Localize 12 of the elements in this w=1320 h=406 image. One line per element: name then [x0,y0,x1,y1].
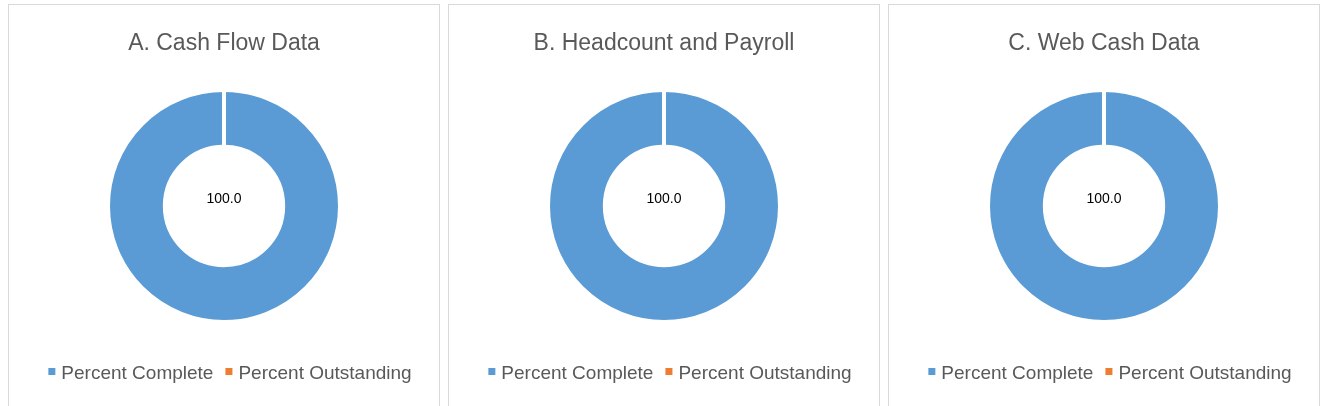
data-label: 100.0 [1086,190,1122,206]
legend-label: Percent Outstanding [1118,362,1292,383]
legend-label: Percent Outstanding [678,362,852,383]
legend-label: Percent Complete [501,362,654,383]
legend-label: Percent Complete [61,362,214,383]
chart-title: C. Web Cash Data [1008,29,1200,55]
legend-label: Percent Outstanding [238,362,412,383]
legend-label: Percent Complete [941,362,1094,383]
chart-title: A. Cash Flow Data [128,29,321,55]
chart-title: B. Headcount and Payroll [533,29,795,55]
data-label: 100.0 [646,190,682,206]
data-label: 100.0 [206,190,242,206]
